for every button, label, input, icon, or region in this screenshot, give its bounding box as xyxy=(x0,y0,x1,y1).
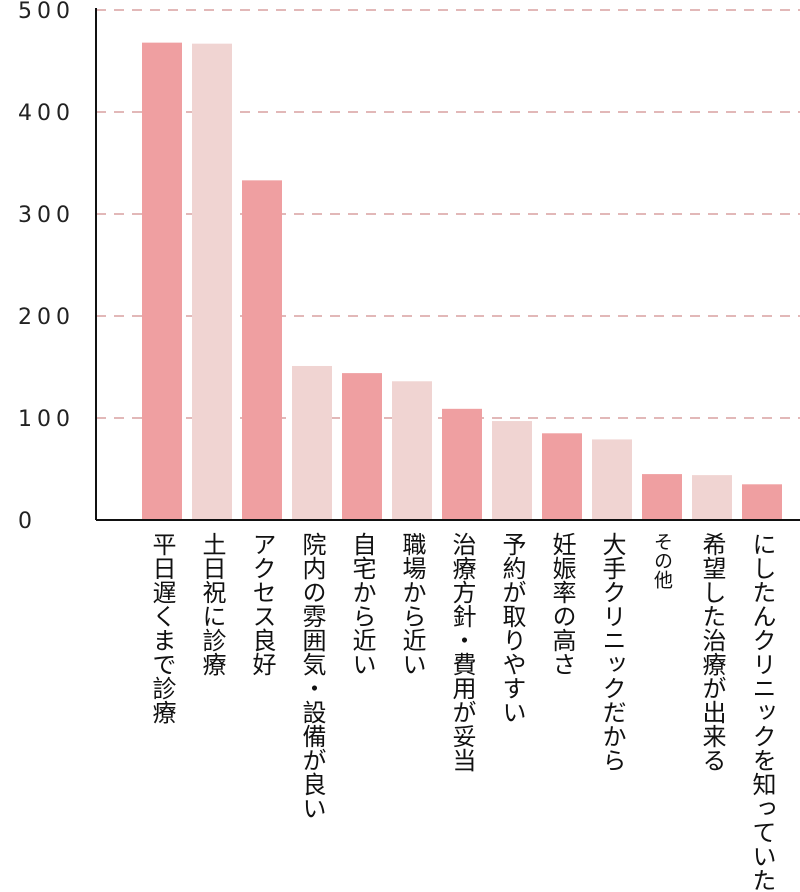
bar xyxy=(342,373,382,520)
x-category-label: 平日遅くまで診療 xyxy=(148,532,176,724)
bar xyxy=(292,365,332,520)
x-category-label: 自宅から近い xyxy=(348,532,376,676)
bar-chart: 0 100 200 300 400 500 xyxy=(18,0,800,534)
x-category-label: 予約が取りやすい xyxy=(498,532,526,724)
x-category-label: 妊娠率の高さ xyxy=(548,532,576,676)
bar xyxy=(492,421,532,520)
bar xyxy=(442,408,482,520)
y-axis-tick-labels: 0 100 200 300 400 500 xyxy=(18,0,75,534)
bar xyxy=(392,381,432,520)
y-tick-label: 400 xyxy=(18,101,75,126)
x-category-label: アクセス良好 xyxy=(248,532,276,676)
x-category-label: 希望した治療が出来る xyxy=(698,532,726,772)
y-tick-label: 300 xyxy=(18,203,75,228)
x-category-label: 治療方針・費用が妥当 xyxy=(448,532,476,772)
x-category-label: 大手クリニックだから xyxy=(598,532,626,772)
y-tick-label: 500 xyxy=(18,0,75,24)
x-category-label: にしたんクリニックを知っていた xyxy=(748,532,776,892)
bar xyxy=(642,474,682,520)
x-category-label: その他 xyxy=(651,532,673,589)
bar xyxy=(192,43,232,520)
bar xyxy=(242,180,282,520)
axes xyxy=(95,8,800,521)
bar xyxy=(692,475,732,520)
bar xyxy=(542,433,582,520)
y-tick-label: 200 xyxy=(18,305,75,330)
y-tick-label: 100 xyxy=(18,407,75,432)
bar xyxy=(142,42,182,520)
bar xyxy=(592,439,632,520)
x-category-label: 土日祝に診療 xyxy=(198,532,226,676)
bars xyxy=(142,42,782,520)
x-category-label: 職場から近い xyxy=(398,532,426,676)
bar xyxy=(742,484,782,520)
y-tick-label: 0 xyxy=(18,509,37,534)
x-category-label: 院内の雰囲気・設備が良い xyxy=(298,532,326,820)
